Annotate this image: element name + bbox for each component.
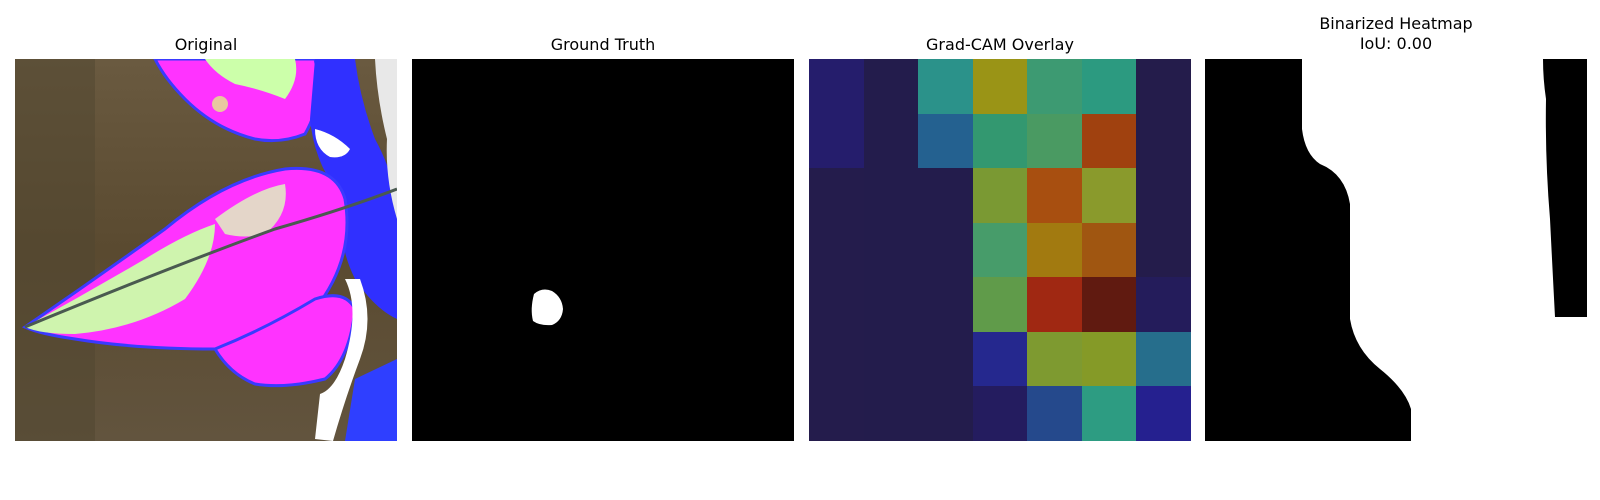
heatmap-cell bbox=[1081, 277, 1137, 332]
original-leaf-image bbox=[15, 59, 397, 441]
binarized-mask bbox=[1205, 59, 1587, 441]
heatmap-cell bbox=[1027, 59, 1082, 114]
heatmap-cell bbox=[918, 331, 973, 387]
heatmap-cell bbox=[972, 331, 1028, 387]
iou-label: IoU: 0.00 bbox=[1359, 34, 1433, 53]
heatmap-cell bbox=[1136, 113, 1191, 169]
heatmap-cell bbox=[1027, 331, 1082, 387]
heatmap-cell bbox=[1081, 168, 1137, 223]
heatmap-cell bbox=[972, 59, 1028, 114]
heatmap-cell bbox=[1081, 386, 1137, 441]
binarized-black-region bbox=[1205, 59, 1411, 441]
heatmap-cell bbox=[1081, 331, 1137, 387]
heatmap-cell bbox=[972, 168, 1028, 223]
heatmap-cell bbox=[1136, 386, 1191, 441]
heatmap-cell bbox=[809, 386, 864, 441]
heatmap-cell bbox=[1136, 168, 1191, 223]
heatmap-cell bbox=[918, 386, 973, 441]
heatmap-cell bbox=[918, 168, 973, 223]
binarized-heatmap-panel bbox=[1205, 59, 1587, 441]
heatmap-cell bbox=[1027, 386, 1082, 441]
heatmap-cell bbox=[863, 277, 919, 332]
heatmap-cell bbox=[1027, 113, 1082, 169]
heatmap-cell bbox=[972, 222, 1028, 278]
binarized-black-strip bbox=[1543, 59, 1587, 317]
heatmap-cell bbox=[809, 331, 864, 387]
heatmap-cell bbox=[918, 222, 973, 278]
heatmap-cell bbox=[809, 222, 864, 278]
heatmap-cell bbox=[918, 113, 973, 169]
heatmap-cell bbox=[1027, 168, 1082, 223]
gradcam-heatmap-grid bbox=[809, 59, 1191, 441]
heatmap-cell bbox=[1136, 59, 1191, 114]
heatmap-cell bbox=[918, 277, 973, 332]
heatmap-cell bbox=[1136, 222, 1191, 278]
heatmap-cell bbox=[1027, 222, 1082, 278]
ground-truth-mask bbox=[412, 59, 794, 441]
ground-truth-title: Ground Truth bbox=[550, 35, 656, 54]
heatmap-cell bbox=[863, 331, 919, 387]
heatmap-cell bbox=[1027, 277, 1082, 332]
heatmap-cell bbox=[1081, 113, 1137, 169]
gradcam-overlay-panel bbox=[809, 59, 1191, 441]
heatmap-cell bbox=[809, 59, 864, 114]
heatmap-cell bbox=[863, 386, 919, 441]
binarized-title: Binarized Heatmap IoU: 0.00 bbox=[1205, 14, 1587, 54]
heatmap-cell bbox=[863, 113, 919, 169]
ground-truth-panel bbox=[412, 59, 794, 441]
heatmap-cell bbox=[972, 386, 1028, 441]
original-title: Original bbox=[174, 35, 238, 54]
heatmap-cell bbox=[1081, 222, 1137, 278]
heatmap-cell bbox=[918, 59, 973, 114]
gradcam-title: Grad-CAM Overlay bbox=[926, 35, 1074, 54]
heatmap-cell bbox=[863, 168, 919, 223]
heatmap-cell bbox=[1136, 277, 1191, 332]
heatmap-cell bbox=[1136, 331, 1191, 387]
heatmap-cell bbox=[1081, 59, 1137, 114]
heatmap-cell bbox=[809, 277, 864, 332]
heatmap-cell bbox=[809, 113, 864, 169]
binarized-title-line1: Binarized Heatmap bbox=[1319, 14, 1473, 33]
original-image-panel bbox=[15, 59, 397, 441]
heatmap-cell bbox=[863, 222, 919, 278]
heatmap-cell bbox=[863, 59, 919, 114]
ground-truth-blob bbox=[531, 289, 563, 326]
heatmap-cell bbox=[809, 168, 864, 223]
heatmap-cell bbox=[972, 277, 1028, 332]
heatmap-cell bbox=[972, 113, 1028, 169]
